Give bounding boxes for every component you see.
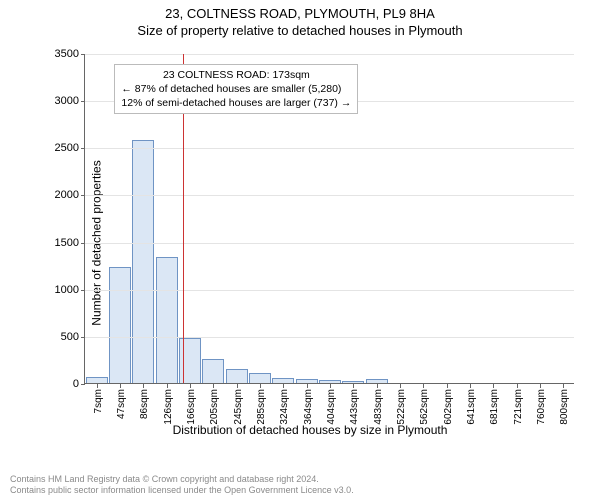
xtick-label: 641sqm (466, 389, 477, 425)
xtick-mark (353, 383, 354, 388)
annotation-box: 23 COLTNESS ROAD: 173sqm← 87% of detache… (114, 64, 358, 115)
page-title-line1: 23, COLTNESS ROAD, PLYMOUTH, PL9 8HA (0, 6, 600, 21)
page-title-line2: Size of property relative to detached ho… (0, 23, 600, 38)
footer-line1: Contains HM Land Registry data © Crown c… (10, 474, 590, 485)
ytick-label: 0 (73, 378, 85, 390)
xtick-label: 205sqm (209, 389, 220, 425)
xtick-mark (167, 383, 168, 388)
xtick-label: 800sqm (559, 389, 570, 425)
xtick-mark (540, 383, 541, 388)
xtick-label: 285sqm (256, 389, 267, 425)
xtick-label: 364sqm (303, 389, 314, 425)
xtick-mark (190, 383, 191, 388)
xtick-mark (470, 383, 471, 388)
xtick-label: 522sqm (396, 389, 407, 425)
ytick-label: 2000 (55, 189, 85, 201)
xtick-mark (143, 383, 144, 388)
ytick-label: 3500 (55, 48, 85, 60)
xtick-mark (97, 383, 98, 388)
xtick-label: 483sqm (373, 389, 384, 425)
xtick-mark (493, 383, 494, 388)
xtick-mark (423, 383, 424, 388)
xtick-label: 602sqm (443, 389, 454, 425)
annotation-line: ← 87% of detached houses are smaller (5,… (121, 82, 351, 96)
xtick-mark (377, 383, 378, 388)
chart-container: Number of detached properties 0500100015… (40, 50, 580, 435)
ytick-label: 3000 (55, 95, 85, 107)
xtick-mark (120, 383, 121, 388)
ytick-label: 500 (61, 331, 85, 343)
ytick-label: 1000 (55, 284, 85, 296)
xtick-mark (237, 383, 238, 388)
histogram-bar (249, 373, 271, 383)
xtick-label: 721sqm (513, 389, 524, 425)
gridline (85, 290, 574, 291)
ytick-label: 1500 (55, 237, 85, 249)
xtick-label: 166sqm (186, 389, 197, 425)
xtick-mark (517, 383, 518, 388)
xtick-label: 681sqm (489, 389, 500, 425)
xtick-label: 47sqm (116, 389, 127, 419)
histogram-bar (156, 257, 178, 383)
xtick-label: 324sqm (279, 389, 290, 425)
footer-line2: Contains public sector information licen… (10, 485, 590, 496)
xtick-mark (213, 383, 214, 388)
gridline (85, 337, 574, 338)
xtick-label: 245sqm (233, 389, 244, 425)
x-axis-label: Distribution of detached houses by size … (40, 423, 580, 437)
histogram-bar (132, 140, 154, 383)
xtick-label: 86sqm (139, 389, 150, 419)
xtick-label: 404sqm (326, 389, 337, 425)
xtick-mark (400, 383, 401, 388)
xtick-mark (260, 383, 261, 388)
gridline (85, 54, 574, 55)
plot-area: 05001000150020002500300035007sqm47sqm86s… (84, 54, 574, 384)
xtick-label: 562sqm (419, 389, 430, 425)
gridline (85, 243, 574, 244)
annotation-line: 12% of semi-detached houses are larger (… (121, 96, 351, 110)
xtick-label: 126sqm (163, 389, 174, 425)
histogram-bar (202, 359, 224, 384)
gridline (85, 148, 574, 149)
xtick-label: 7sqm (93, 389, 104, 413)
xtick-mark (307, 383, 308, 388)
xtick-label: 760sqm (536, 389, 547, 425)
gridline (85, 195, 574, 196)
xtick-mark (563, 383, 564, 388)
ytick-label: 2500 (55, 142, 85, 154)
footer-attribution: Contains HM Land Registry data © Crown c… (10, 474, 590, 497)
xtick-mark (330, 383, 331, 388)
xtick-mark (283, 383, 284, 388)
histogram-bar (226, 369, 248, 383)
histogram-bar (109, 267, 131, 383)
annotation-line: 23 COLTNESS ROAD: 173sqm (121, 68, 351, 82)
xtick-mark (447, 383, 448, 388)
xtick-label: 443sqm (349, 389, 360, 425)
